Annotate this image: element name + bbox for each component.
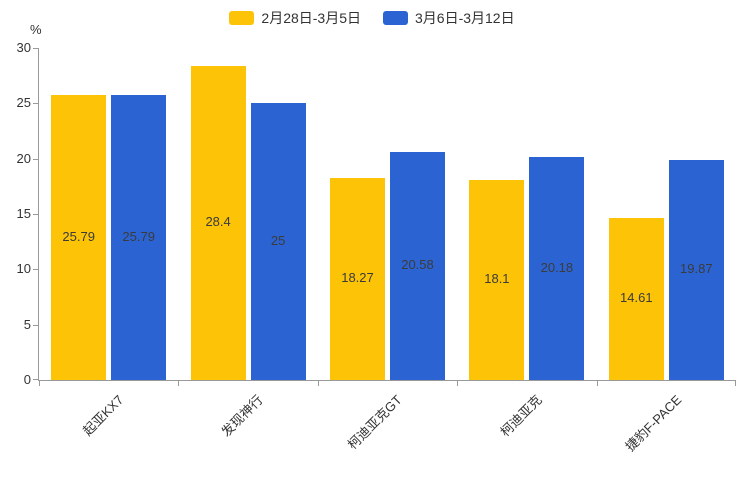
bar-value-label: 18.1 (484, 271, 510, 286)
y-tick-label: 25 (16, 95, 31, 111)
x-tick-mark (39, 380, 40, 386)
y-tick-mark (33, 214, 39, 215)
y-tick-label: 10 (16, 261, 31, 277)
legend-swatch-blue (383, 11, 408, 25)
y-tick-label: 30 (16, 40, 31, 55)
bar-value-label: 28.4 (205, 214, 231, 229)
bar-series2-柯迪亚克: 20.18 (529, 157, 585, 380)
bar-series1-柯迪亚克: 18.1 (469, 180, 525, 380)
bar-series1-发现神行: 28.4 (190, 66, 246, 380)
plot-area: 0 5 10 15 20 25 30 25.79 25.79 起亚KX7 28.4 25 发现神行 18.… (17, 40, 736, 454)
x-tick-mark (735, 380, 736, 386)
x-category-label: 发现神行 (218, 392, 266, 440)
y-tick-mark (33, 269, 39, 271)
bar-value-label: 19.87 (680, 261, 713, 276)
y-axis-unit-label: % (30, 22, 42, 37)
x-tick-mark (596, 380, 598, 386)
y-tick-label: 5 (23, 316, 31, 332)
y-tick-mark (33, 48, 39, 49)
bar-value-label: 18.27 (341, 270, 374, 285)
x-category-label: 起亚KX7 (80, 392, 127, 439)
bar-series2-柯迪亚克GT: 20.58 (390, 152, 445, 380)
y-tick-label: 20 (16, 150, 31, 166)
x-tick-mark (457, 380, 459, 386)
x-tick-mark (317, 380, 319, 386)
bar-value-label: 25.79 (62, 228, 95, 244)
bar-value-label: 20.58 (401, 257, 434, 272)
x-category-label: 柯迪亚克GT (345, 392, 406, 453)
y-tick-mark (33, 324, 39, 326)
bar-series2-发现神行: 25 (250, 103, 306, 380)
y-tick-label: 15 (16, 206, 31, 221)
bar-series2-起亚KX7: 25.79 (111, 95, 167, 380)
bar-series1-起亚KX7: 25.79 (51, 95, 107, 380)
x-tick-mark (178, 380, 180, 386)
x-category-label: 柯迪亚克 (497, 392, 545, 440)
legend: 2月28日-3月5日 3月6日-3月12日 (0, 8, 744, 28)
legend-item-week2[interactable]: 3月6日-3月12日 (383, 8, 515, 28)
bar-series1-柯迪亚克GT: 18.27 (330, 178, 385, 380)
bar-value-label: 14.61 (620, 290, 653, 305)
legend-item-week1[interactable]: 2月28日-3月5日 (229, 8, 361, 28)
bar-value-label: 20.18 (540, 259, 574, 275)
x-category-label: 捷豹F-PACE (622, 392, 685, 455)
legend-label-week2: 3月6日-3月12日 (415, 10, 515, 26)
legend-label-week1: 2月28日-3月5日 (261, 10, 361, 26)
y-tick-mark (33, 103, 39, 105)
y-tick-mark (33, 158, 39, 160)
y-tick-label: 0 (23, 372, 31, 387)
bar-series2-捷豹F-PACE: 19.87 (668, 160, 724, 380)
bar-value-label: 25 (270, 232, 286, 248)
y-tick-mark (33, 379, 39, 380)
bar-series1-捷豹F-PACE: 14.61 (608, 218, 664, 380)
legend-swatch-yellow (229, 11, 255, 25)
bar-value-label: 25.79 (122, 228, 155, 244)
